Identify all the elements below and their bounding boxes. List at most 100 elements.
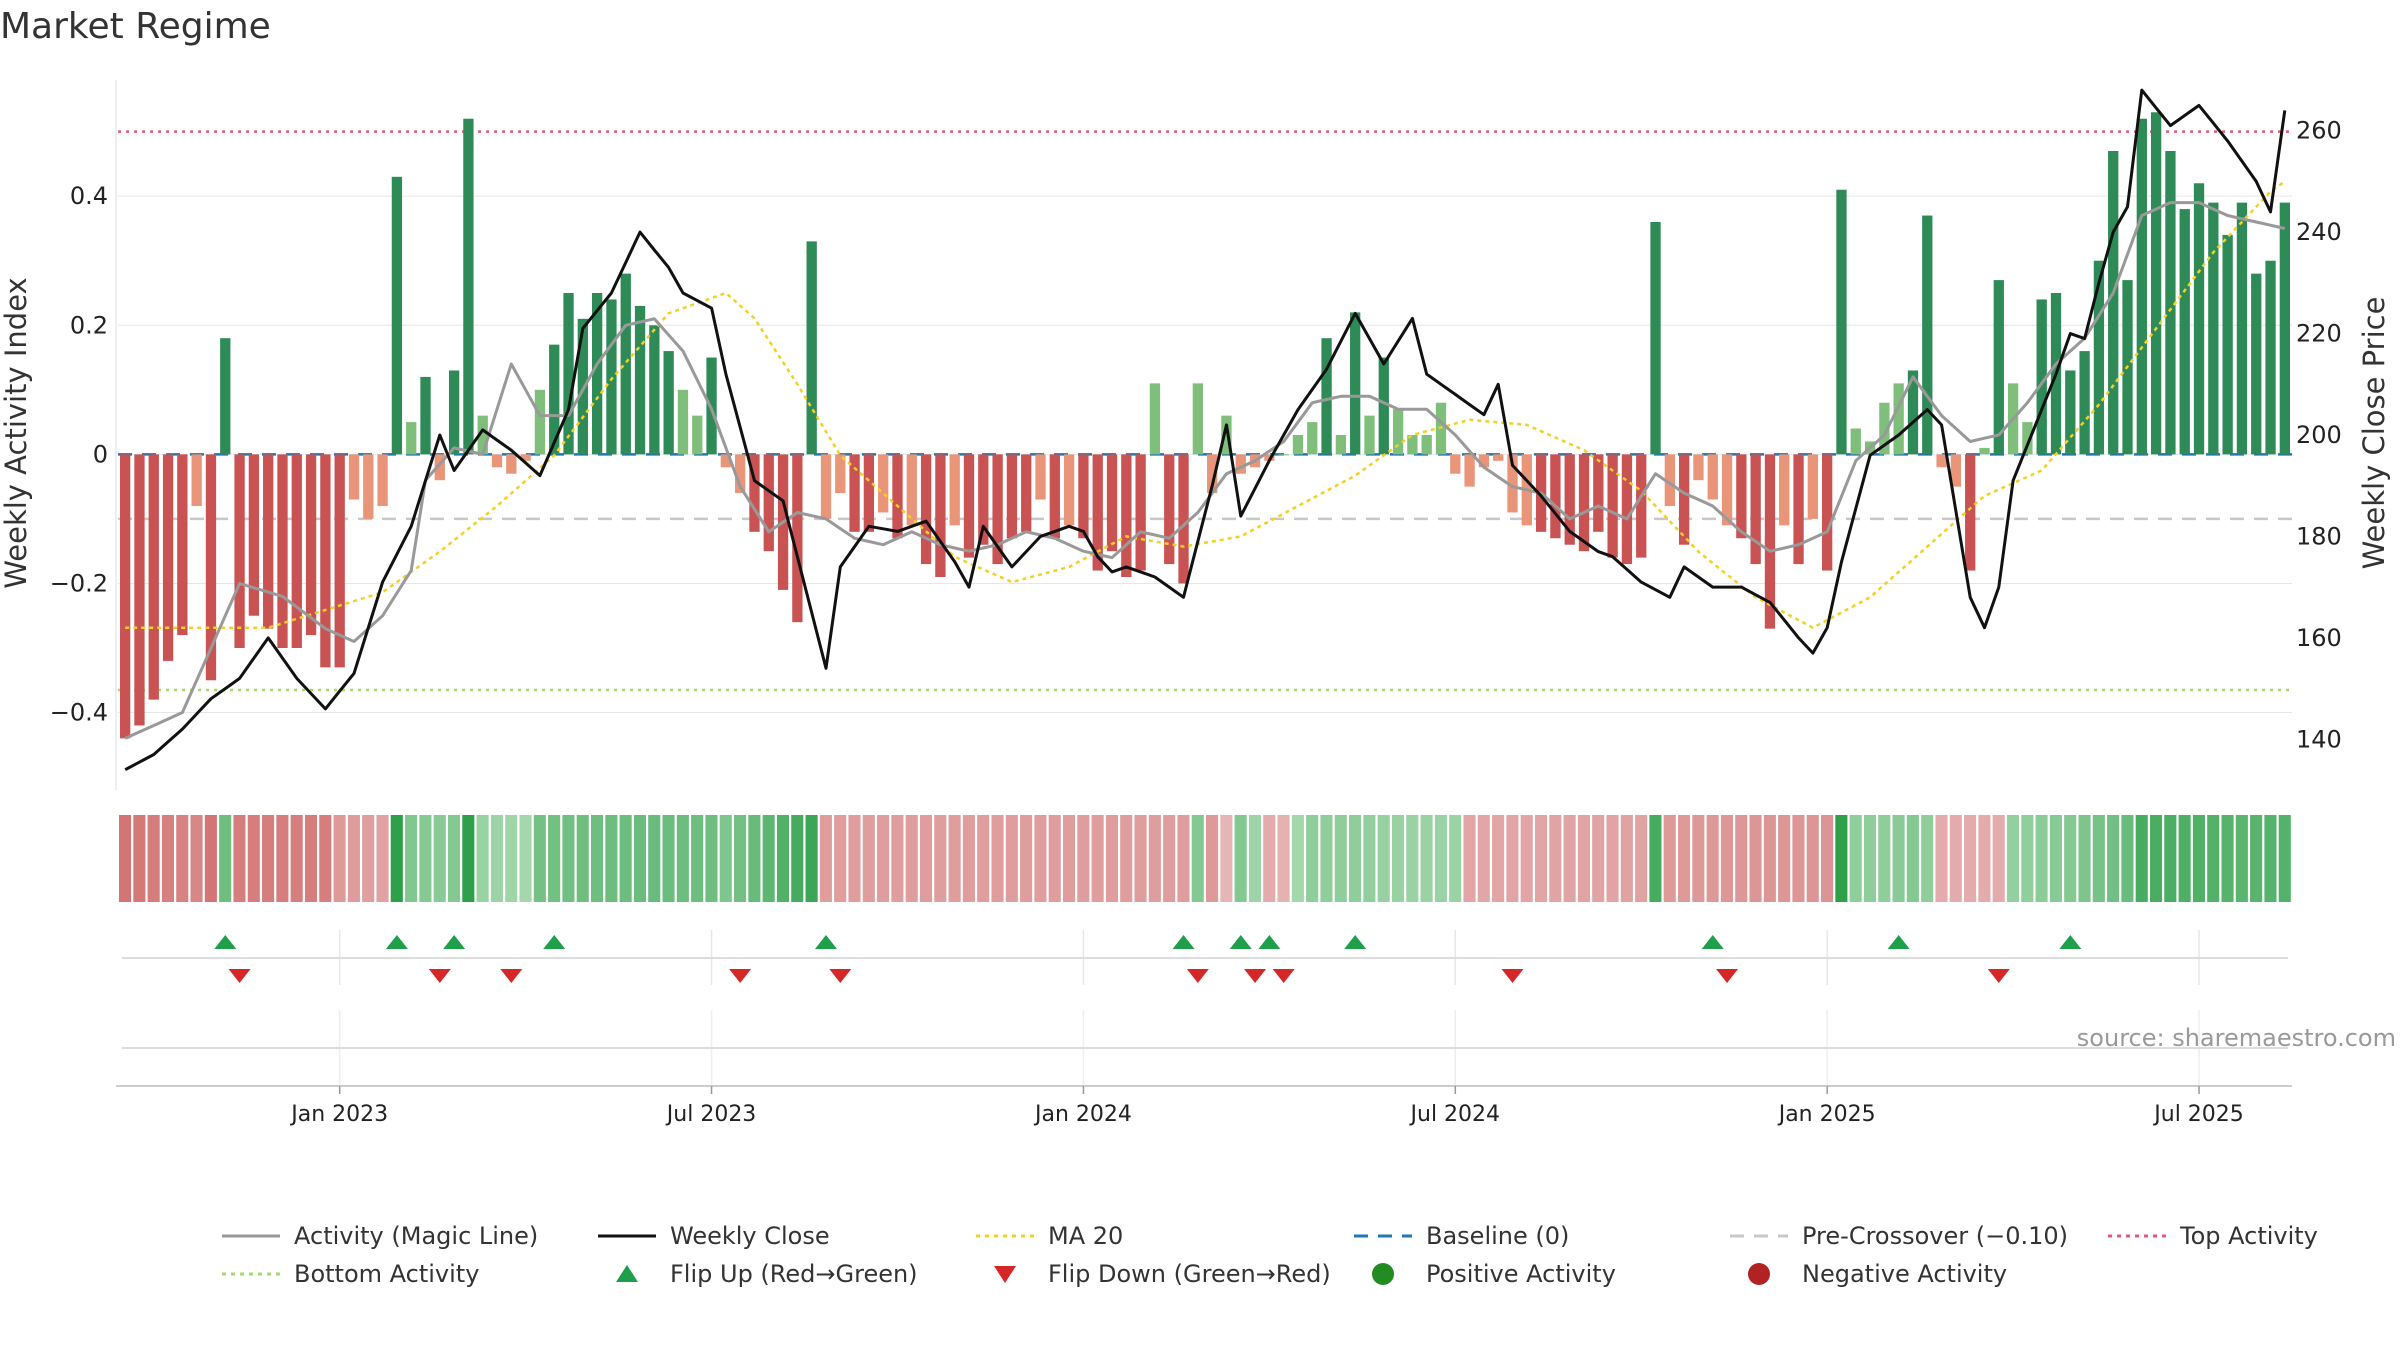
activity-bar — [1950, 454, 1962, 487]
flip-up-marker — [1701, 935, 1724, 949]
activity-bar — [1807, 454, 1819, 519]
flip-down-marker — [1244, 969, 1267, 983]
regime-strip-cell — [962, 815, 975, 902]
regime-strip-cell — [490, 815, 503, 902]
activity-bar — [1364, 415, 1375, 455]
weekly-close-line — [124, 88, 2287, 772]
left-axis-ticks: −0.4 −0.2 0 0.2 0.4 — [50, 182, 108, 726]
legend-item: Negative Activity — [1748, 1260, 2007, 1288]
regime-strip-cell — [1749, 815, 1762, 902]
activity-bar — [1392, 409, 1404, 455]
regime-strip-cell — [147, 815, 160, 902]
activity-bar — [1965, 454, 1976, 571]
flip-up-marker — [214, 935, 237, 949]
flip-down-marker — [1987, 969, 2010, 983]
regime-strip-cell — [590, 815, 604, 902]
legend-item: Positive Activity — [1372, 1260, 1616, 1288]
activity-bar — [735, 454, 746, 494]
legend-label: Weekly Close — [670, 1222, 830, 1250]
date-tick-label: Jul 2023 — [665, 1102, 757, 1127]
right-tick-label: 200 — [2296, 421, 2342, 449]
activity-bar — [1750, 454, 1761, 565]
regime-strip-cell — [1577, 815, 1590, 902]
activity-bar — [491, 454, 503, 468]
activity-bar — [1164, 454, 1175, 565]
activity-bar — [1578, 454, 1590, 552]
regime-strip-cell — [562, 815, 575, 902]
regime-strip-cell — [819, 815, 832, 902]
activity-bar — [849, 454, 860, 532]
legend-swatch — [994, 1266, 1016, 1283]
legend-swatch — [1748, 1263, 1770, 1285]
activity-bar — [1607, 454, 1618, 558]
source-label: source: sharemaestro.com — [2077, 1024, 2396, 1052]
legend: Activity (Magic Line) Weekly Close MA 20 Ba… — [222, 1222, 2318, 1288]
regime-strip-cell — [2192, 815, 2205, 902]
regime-strip-cell — [1735, 815, 1748, 902]
activity-bar — [1149, 383, 1161, 455]
activity-bar — [792, 454, 803, 623]
left-tick-label: −0.4 — [50, 699, 108, 727]
activity-bar — [1292, 435, 1304, 455]
activity-bar — [963, 454, 975, 558]
legend-item: Pre-Crossover (−0.10) — [1730, 1222, 2068, 1250]
regime-strip-cell — [1306, 815, 1319, 902]
flip-up-marker — [385, 935, 408, 949]
regime-strip-cell — [1506, 815, 1519, 902]
activity-bar — [1307, 422, 1318, 455]
regime-strip-cell — [1778, 815, 1791, 902]
right-tick-label: 140 — [2296, 725, 2342, 753]
legend-label: Pre-Crossover (−0.10) — [1802, 1222, 2068, 1250]
regime-strip-cell — [2021, 815, 2034, 902]
activity-bar — [1650, 222, 1661, 455]
legend-label: Top Activity — [2179, 1222, 2318, 1250]
legend-item: Flip Down (Green→Red) — [994, 1260, 1331, 1288]
activity-bar — [1378, 357, 1389, 455]
activity-bar — [1106, 454, 1118, 552]
activity-bar — [1478, 454, 1490, 468]
regime-strip-cell — [791, 815, 804, 902]
regime-strip-cell — [176, 815, 189, 902]
activity-bar — [1321, 338, 1332, 455]
date-tick-label: Jan 2025 — [1777, 1102, 1876, 1127]
flip-markers — [122, 930, 2288, 985]
activity-bar — [749, 454, 760, 532]
flip-up-marker — [814, 935, 837, 949]
regime-strip-cell — [1492, 815, 1505, 902]
activity-bar — [363, 454, 374, 519]
activity-bar — [305, 454, 317, 636]
legend-label: Flip Up (Red→Green) — [670, 1260, 918, 1288]
regime-strip-cell — [333, 815, 346, 902]
regime-strip-cell — [190, 815, 203, 902]
activity-bar — [591, 293, 603, 455]
regime-strip-cell — [2178, 815, 2191, 902]
activity-bar — [2022, 422, 2033, 455]
activity-bar — [220, 338, 231, 455]
regime-strip-cell — [2164, 815, 2177, 902]
flip-down-marker — [500, 969, 523, 983]
regime-strip-cell — [447, 815, 461, 902]
activity-bar — [1135, 454, 1146, 571]
activity-bar — [620, 273, 631, 455]
regime-strip-cell — [2121, 815, 2134, 902]
regime-strip-cell — [1592, 815, 1605, 902]
activity-bar — [534, 389, 546, 455]
regime-strip-cell — [262, 815, 275, 902]
activity-bar — [348, 454, 360, 500]
activity-bar — [2222, 234, 2233, 455]
regime-strip-cell — [848, 815, 861, 902]
activity-bar — [563, 293, 574, 455]
left-tick-label: 0.4 — [70, 182, 108, 210]
activity-bar — [949, 454, 960, 526]
activity-bar — [2036, 299, 2047, 455]
regime-strip-cell — [1291, 815, 1304, 902]
activity-bar — [1564, 454, 1575, 545]
regime-strip-cell — [734, 815, 747, 902]
activity-bar — [677, 389, 689, 455]
flip-down-marker — [428, 969, 451, 983]
activity-bar — [1207, 454, 1218, 494]
activity-bar — [1049, 454, 1060, 539]
regime-strip-cell — [1163, 815, 1176, 902]
regime-strip-cell — [834, 815, 847, 902]
activity-bar — [1721, 454, 1733, 526]
